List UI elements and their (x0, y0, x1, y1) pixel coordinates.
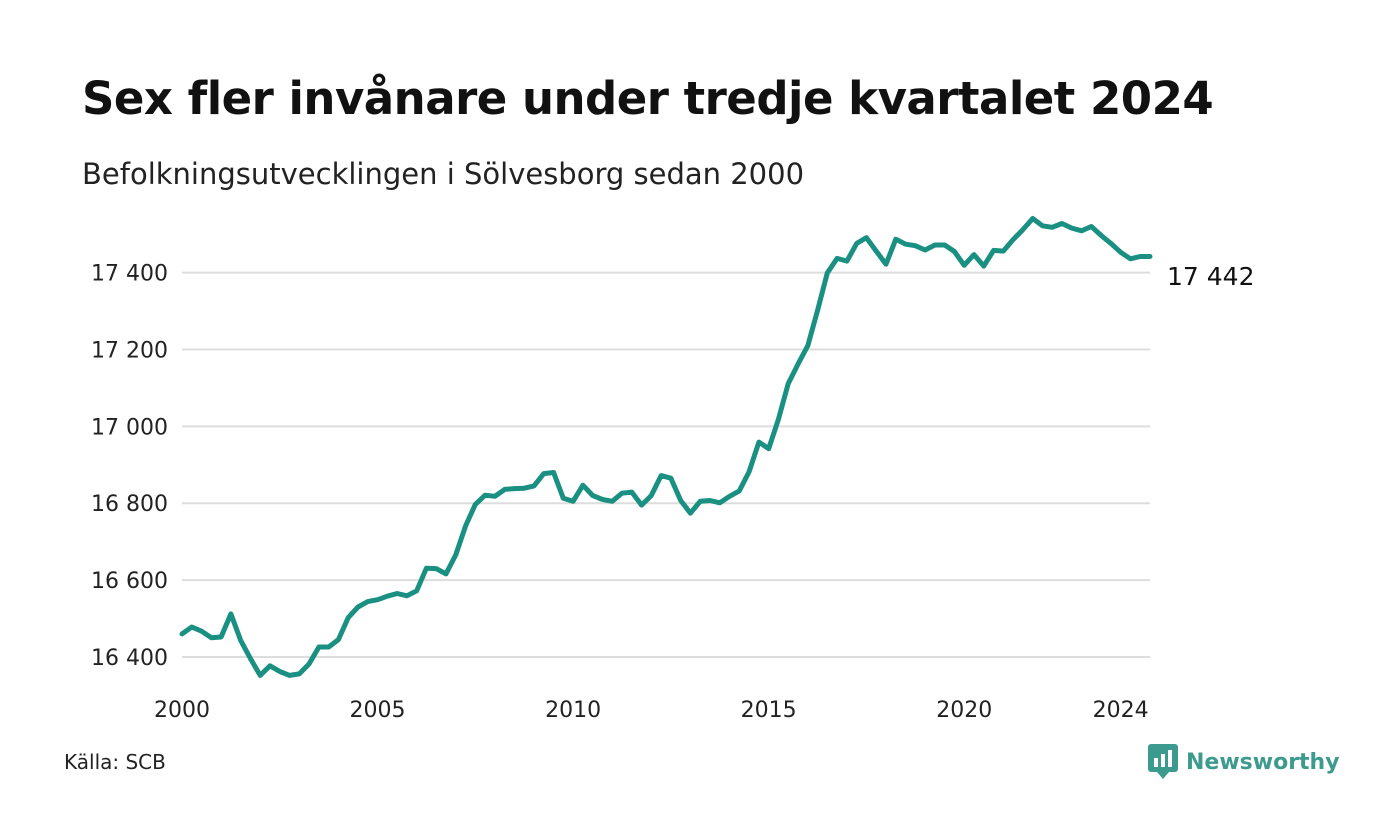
brand-logo: Newsworthy (1148, 744, 1340, 780)
x-tick-label: 2024 (1093, 698, 1149, 723)
x-axis-ticks: 2000 2005 2010 2015 2020 2024 (154, 698, 1149, 723)
end-value-label: 17 442 (1167, 262, 1254, 291)
chart-subtitle: Befolkningsutvecklingen i Sölvesborg sed… (82, 157, 805, 191)
grid-lines (182, 271, 1150, 658)
y-tick-label: 17 200 (91, 339, 168, 364)
source-note: Källa: SCB (64, 750, 166, 774)
brand-name: Newsworthy (1186, 749, 1340, 775)
newsworthy-logo-icon (1148, 744, 1178, 779)
x-tick-label: 2020 (936, 698, 992, 723)
series-group (179, 216, 1153, 678)
x-tick-label: 2000 (154, 698, 210, 723)
y-tick-label: 16 400 (91, 646, 168, 671)
y-tick-label: 16 800 (91, 492, 168, 517)
x-tick-label: 2005 (350, 698, 406, 723)
y-tick-label: 17 400 (91, 262, 168, 287)
y-axis-ticks: 16 400 16 600 16 800 17 000 17 200 17 400 (91, 262, 168, 671)
chart-title: Sex fler invånare under tredje kvartalet… (82, 72, 1214, 125)
y-tick-label: 16 600 (91, 569, 168, 594)
x-tick-label: 2010 (545, 698, 601, 723)
series-line (179, 216, 1153, 678)
y-tick-label: 17 000 (91, 415, 168, 440)
x-tick-label: 2015 (741, 698, 797, 723)
